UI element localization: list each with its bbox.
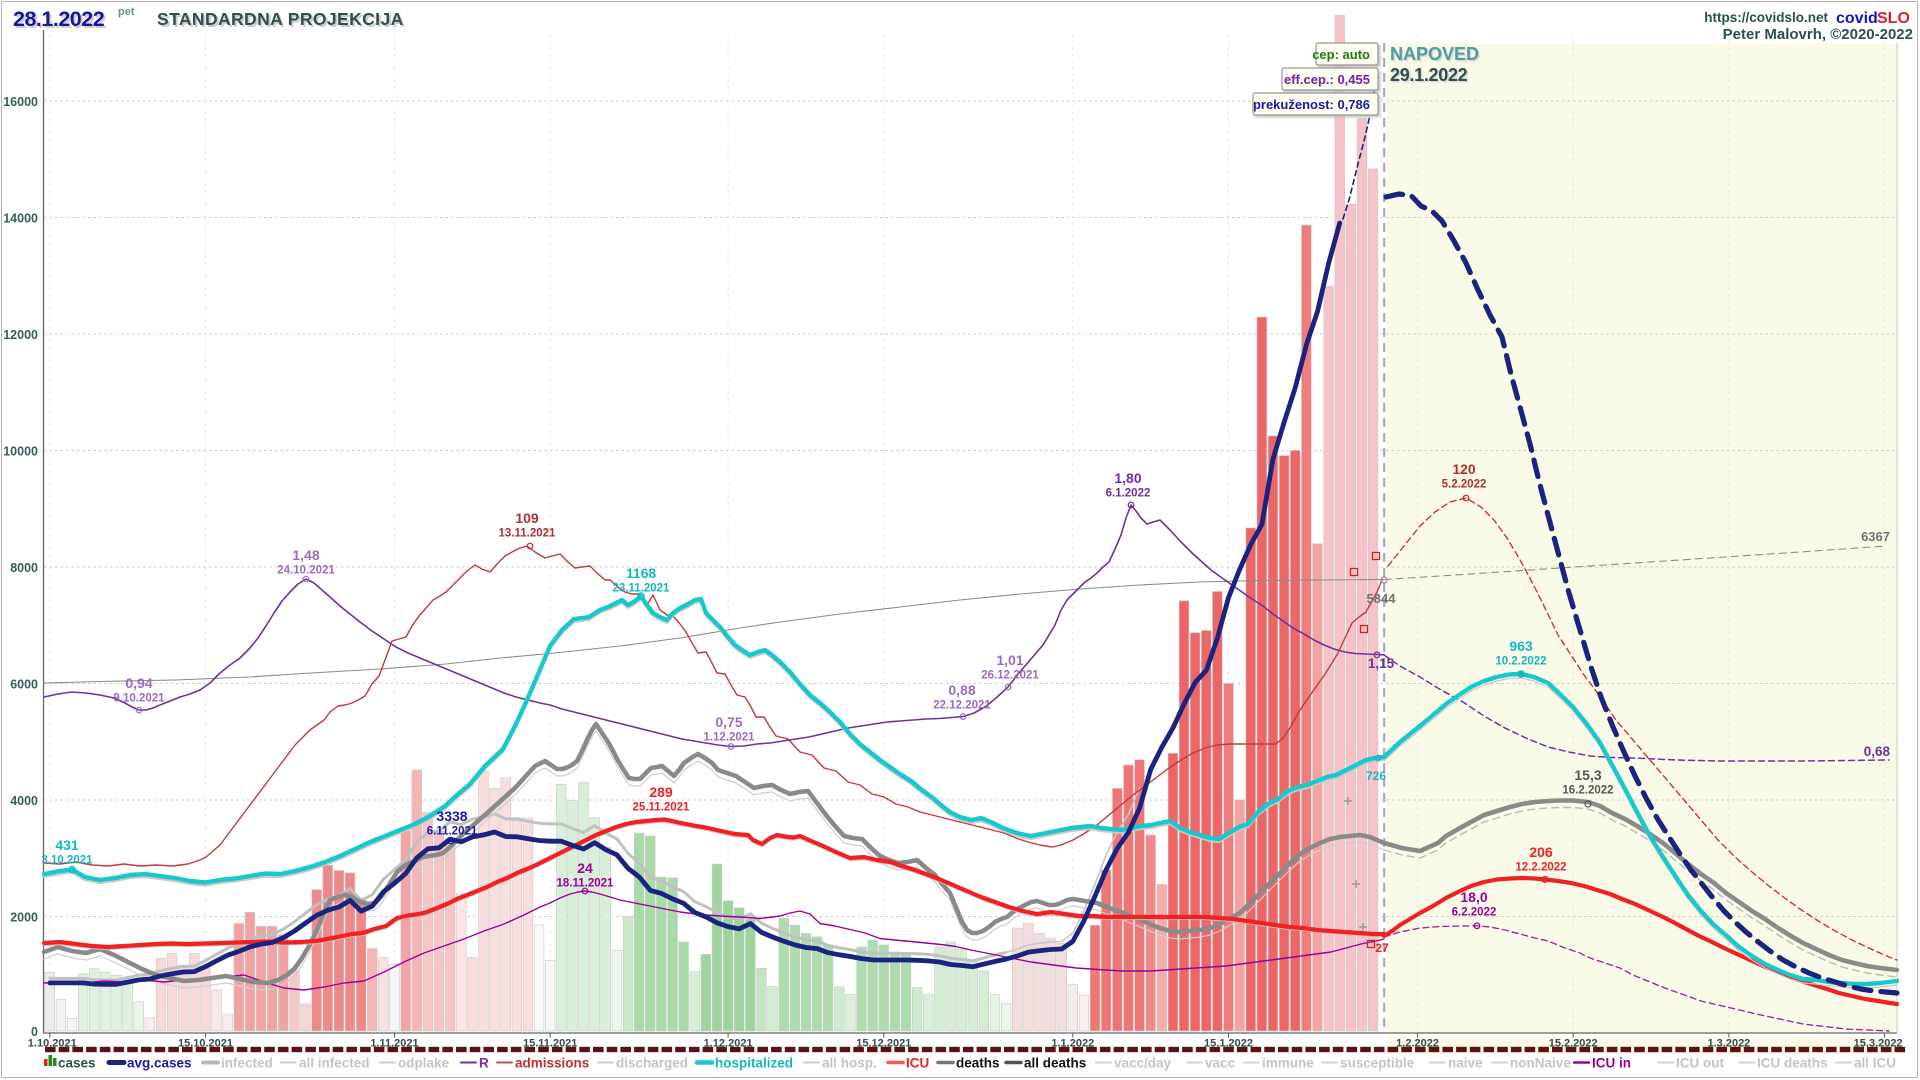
svg-text:NAPOVED: NAPOVED (1390, 44, 1479, 64)
svg-text:120: 120 (1452, 461, 1476, 477)
svg-text:18.11.2021: 18.11.2021 (557, 878, 615, 890)
svg-text:6.1.2022: 6.1.2022 (1106, 488, 1151, 500)
svg-text:ICU deaths: ICU deaths (1757, 1056, 1828, 1071)
svg-text:15.3.2022: 15.3.2022 (1854, 1038, 1903, 1050)
svg-text:ICU in: ICU in (1592, 1056, 1631, 1071)
svg-text:1.3.2022: 1.3.2022 (1707, 1038, 1750, 1050)
svg-text:3.10.2021: 3.10.2021 (41, 855, 93, 867)
svg-text:15.1.2022: 15.1.2022 (1204, 1038, 1253, 1050)
svg-text:https://covidslo.net: https://covidslo.net (1704, 10, 1828, 25)
svg-text:0,88: 0,88 (948, 682, 975, 698)
svg-text:15,3: 15,3 (1574, 767, 1601, 783)
svg-text:289: 289 (649, 784, 673, 800)
svg-text:1.1.2022: 1.1.2022 (1051, 1038, 1094, 1050)
svg-text:109: 109 (515, 510, 539, 526)
svg-text:1,15: 1,15 (1368, 656, 1395, 671)
svg-text:29.1.2022: 29.1.2022 (1390, 65, 1468, 85)
svg-text:covid: covid (1836, 10, 1878, 27)
svg-text:16000: 16000 (3, 95, 38, 109)
svg-text:all deaths: all deaths (1024, 1056, 1086, 1071)
svg-text:infected: infected (221, 1056, 273, 1071)
svg-text:3338: 3338 (436, 808, 467, 824)
svg-text:2000: 2000 (10, 911, 38, 925)
svg-text:24.10.2021: 24.10.2021 (277, 565, 335, 577)
svg-text:27: 27 (1375, 941, 1389, 955)
svg-text:Peter Malovrh, ©2020-2022: Peter Malovrh, ©2020-2022 (1723, 26, 1913, 43)
svg-text:28.1.2022: 28.1.2022 (13, 7, 105, 31)
svg-text:hospitalized: hospitalized (715, 1056, 793, 1071)
svg-text:nonNaive: nonNaive (1510, 1056, 1571, 1071)
svg-text:1.11.2021: 1.11.2021 (370, 1038, 418, 1050)
svg-text:admissions: admissions (515, 1056, 589, 1071)
svg-text:206: 206 (1529, 844, 1553, 860)
svg-text:5.2.2022: 5.2.2022 (1442, 479, 1487, 491)
svg-text:13.11.2021: 13.11.2021 (499, 528, 557, 540)
svg-text:15.11.2021: 15.11.2021 (523, 1038, 577, 1050)
svg-text:4000: 4000 (10, 794, 38, 808)
svg-text:R: R (479, 1056, 489, 1071)
svg-text:1.12.2021: 1.12.2021 (704, 1038, 753, 1050)
svg-text:discharged: discharged (616, 1056, 688, 1071)
svg-text:16.2.2022: 16.2.2022 (1562, 785, 1613, 797)
svg-text:26.12.2021: 26.12.2021 (981, 670, 1039, 682)
svg-text:8000: 8000 (10, 561, 38, 575)
svg-text:all infected: all infected (299, 1056, 370, 1071)
svg-text:susceptible: susceptible (1340, 1056, 1415, 1071)
svg-text:vacc: vacc (1205, 1056, 1236, 1071)
svg-text:12.2.2022: 12.2.2022 (1515, 862, 1566, 874)
svg-text:24: 24 (577, 860, 593, 876)
svg-text:15.10.2021: 15.10.2021 (178, 1038, 233, 1050)
svg-text:1168: 1168 (626, 565, 657, 581)
svg-text:14000: 14000 (3, 212, 38, 226)
svg-text:963: 963 (1509, 638, 1533, 654)
svg-text:1,01: 1,01 (996, 652, 1023, 668)
svg-text:1.10.2021: 1.10.2021 (28, 1038, 77, 1050)
svg-text:10.2.2022: 10.2.2022 (1495, 656, 1546, 668)
svg-text:23.11.2021: 23.11.2021 (613, 583, 671, 595)
svg-text:cases: cases (58, 1056, 96, 1071)
svg-text:0,68: 0,68 (1864, 744, 1891, 759)
svg-text:5844: 5844 (1367, 591, 1397, 606)
svg-text:1.12.2021: 1.12.2021 (703, 732, 755, 744)
svg-text:22.12.2021: 22.12.2021 (933, 700, 991, 712)
svg-text:9.10.2021: 9.10.2021 (113, 693, 165, 705)
svg-text:vacc/day: vacc/day (1114, 1056, 1172, 1071)
svg-text:immune: immune (1262, 1056, 1314, 1071)
svg-text:10000: 10000 (3, 445, 38, 459)
svg-text:1.2.2022: 1.2.2022 (1396, 1038, 1439, 1050)
svg-text:15.12.2021: 15.12.2021 (856, 1038, 911, 1050)
svg-text:0,75: 0,75 (715, 714, 742, 730)
svg-text:naive: naive (1448, 1056, 1483, 1071)
svg-text:6.11.2021: 6.11.2021 (427, 826, 478, 838)
svg-text:odplake: odplake (398, 1056, 450, 1071)
svg-text:0: 0 (31, 1025, 38, 1039)
svg-text:15.2.2022: 15.2.2022 (1549, 1038, 1598, 1050)
svg-text:18,0: 18,0 (1460, 889, 1487, 905)
svg-text:SLO: SLO (1877, 10, 1910, 27)
svg-text:ICU: ICU (906, 1056, 929, 1071)
svg-text:726: 726 (1366, 769, 1386, 783)
svg-text:1,48: 1,48 (292, 547, 319, 563)
svg-text:eff.cep.: 0,455: eff.cep.: 0,455 (1284, 72, 1370, 87)
svg-text:all ICU: all ICU (1854, 1056, 1896, 1071)
svg-text:0,94: 0,94 (125, 675, 152, 691)
svg-text:12000: 12000 (3, 328, 38, 342)
svg-text:ICU out: ICU out (1676, 1056, 1724, 1071)
svg-text:prekuženost: 0,786: prekuženost: 0,786 (1253, 97, 1370, 112)
svg-text:all hosp.: all hosp. (822, 1056, 877, 1071)
svg-text:431: 431 (55, 837, 79, 853)
svg-text:6000: 6000 (10, 678, 38, 692)
svg-text:1,80: 1,80 (1114, 470, 1141, 486)
svg-text:deaths: deaths (956, 1056, 1000, 1071)
svg-text:6.2.2022: 6.2.2022 (1452, 907, 1497, 919)
svg-text:pet: pet (118, 6, 135, 18)
svg-text:6367: 6367 (1861, 529, 1890, 544)
svg-text:STANDARDNA PROJEKCIJA: STANDARDNA PROJEKCIJA (157, 9, 404, 29)
svg-text:avg.cases: avg.cases (127, 1056, 192, 1071)
svg-text:25.11.2021: 25.11.2021 (633, 802, 691, 814)
svg-text:cep: auto: cep: auto (1312, 47, 1370, 62)
